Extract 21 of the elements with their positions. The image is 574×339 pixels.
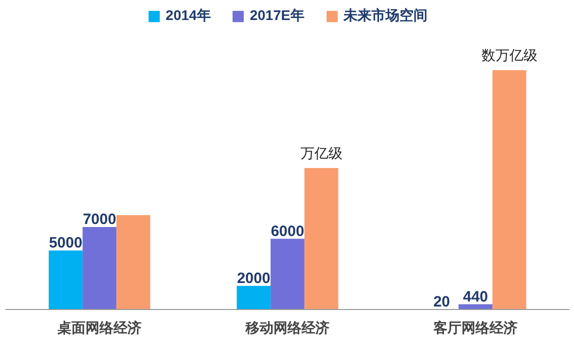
data-label: 5000: [48, 234, 82, 252]
legend-label: 2017E年: [250, 7, 304, 25]
bar: [116, 215, 150, 310]
bar: [82, 226, 116, 310]
data-label: 7000: [82, 210, 116, 228]
bar: [48, 250, 83, 310]
bar: [236, 286, 271, 310]
legend-label: 2014年: [166, 7, 211, 25]
data-label: 440: [462, 288, 488, 306]
x-tick-label: 桌面网络经济: [56, 320, 142, 336]
x-tick-label: 移动网络经济: [244, 320, 330, 336]
data-label: 2000: [236, 270, 270, 287]
text: 数万亿级: [481, 48, 538, 64]
bar: [304, 168, 338, 310]
annotation: 万亿级: [300, 146, 342, 162]
legend-label: 未来市场空间: [343, 7, 428, 25]
bar: [492, 70, 526, 310]
bar: [270, 238, 304, 310]
x-tick-label: 客厅网络经济: [432, 320, 518, 336]
data-label: 6000: [270, 222, 304, 240]
data-label: 20: [433, 293, 450, 310]
